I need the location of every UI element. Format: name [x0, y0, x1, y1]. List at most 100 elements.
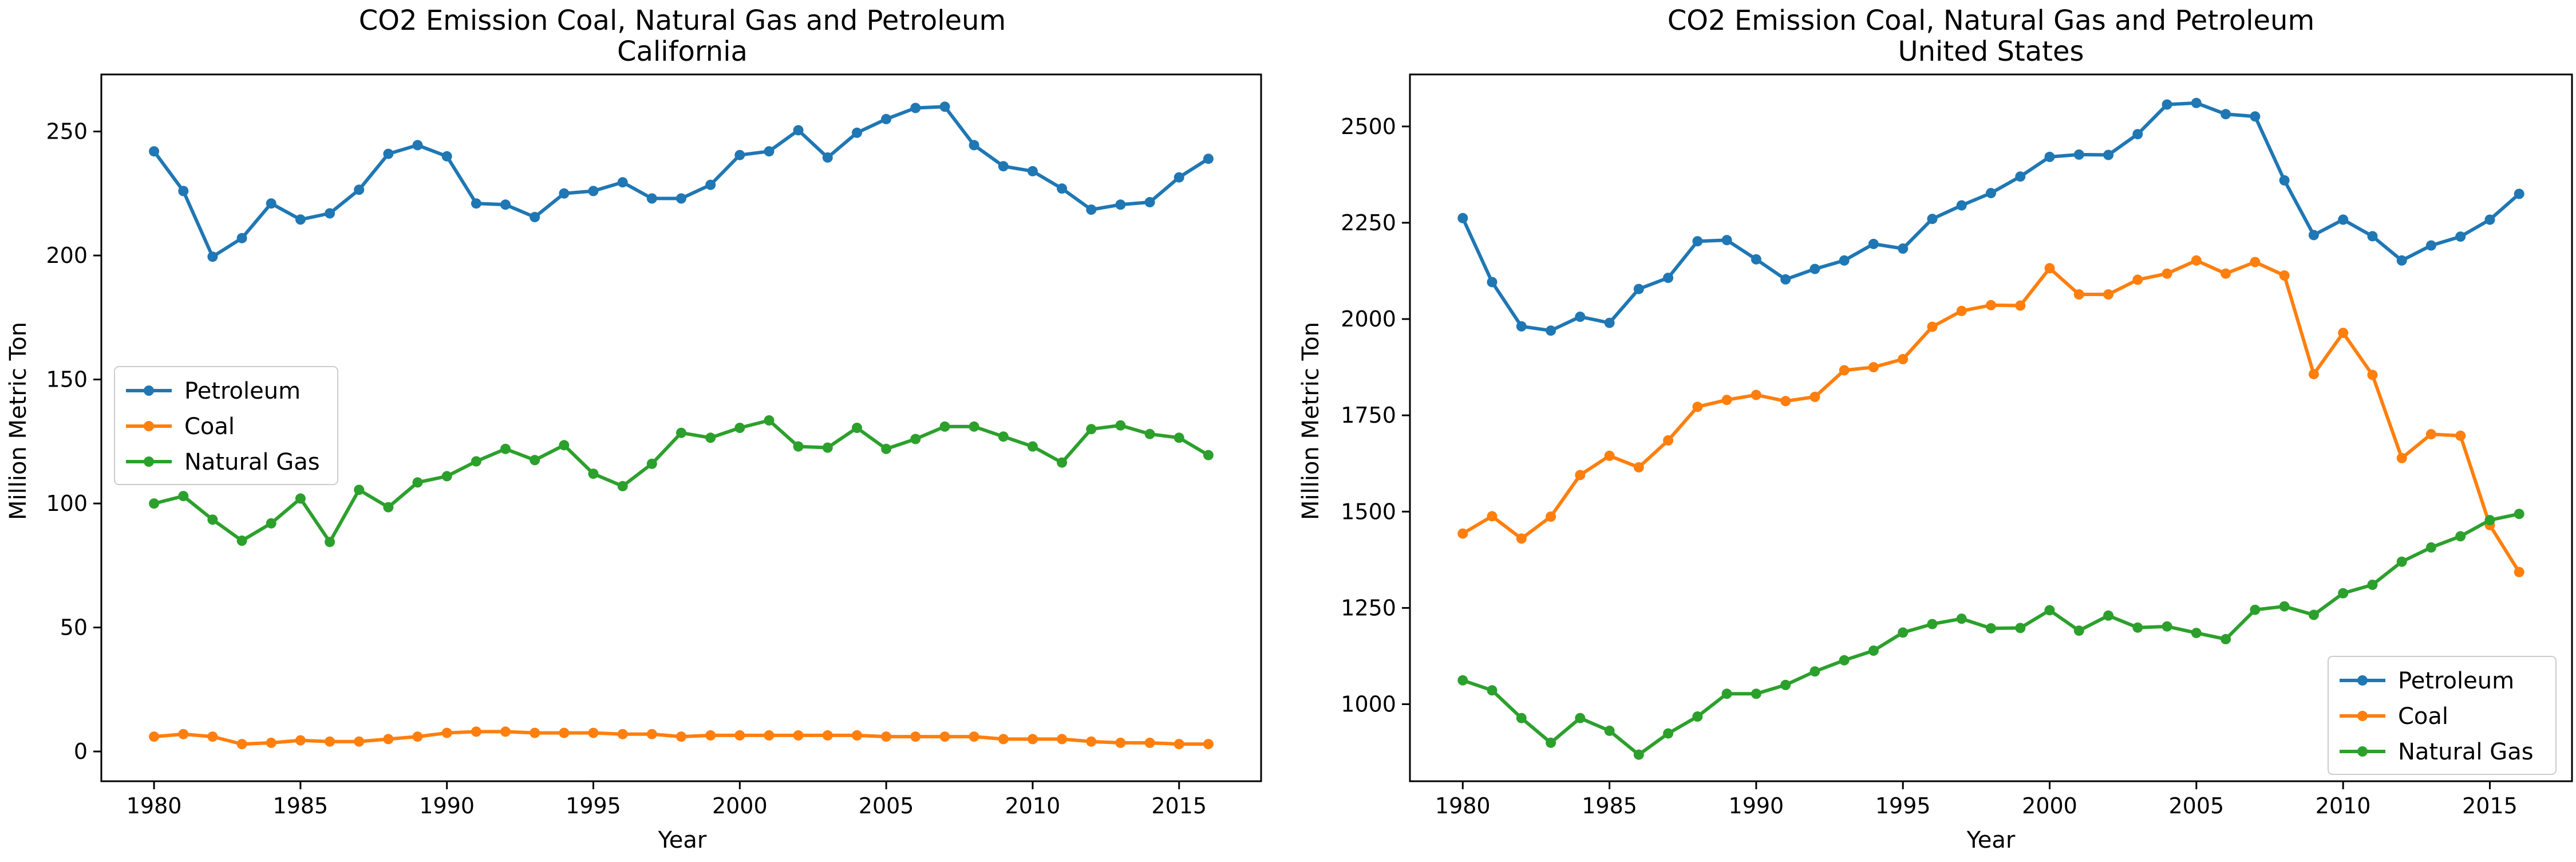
data-point — [2514, 566, 2524, 577]
data-point — [1809, 391, 1820, 402]
data-point — [617, 729, 628, 739]
legend-label: Coal — [2398, 703, 2448, 730]
data-point — [2425, 429, 2436, 440]
x-tick-label: 2000 — [712, 793, 768, 818]
data-point — [1633, 749, 1644, 760]
y-tick-label: 250 — [46, 119, 88, 144]
data-point — [617, 481, 628, 491]
data-point — [2191, 628, 2202, 639]
data-point — [793, 730, 804, 741]
data-point — [2073, 289, 2084, 300]
axes-frame — [1409, 73, 2573, 782]
data-point — [646, 729, 657, 739]
data-point — [1956, 613, 1967, 624]
data-point — [2425, 240, 2436, 251]
data-point — [998, 161, 1009, 172]
data-point — [2015, 171, 2026, 182]
data-point — [266, 518, 276, 529]
data-point — [325, 208, 335, 219]
data-point — [149, 146, 160, 157]
data-point — [1174, 432, 1184, 443]
data-point — [705, 432, 716, 443]
x-tick-label: 2015 — [1151, 793, 1207, 818]
y-tick-label: 150 — [46, 367, 88, 392]
data-point — [1986, 300, 1996, 310]
y-tick-label: 0 — [74, 739, 88, 764]
data-point — [2250, 257, 2261, 267]
data-point — [2367, 580, 2378, 590]
data-point — [764, 730, 775, 741]
chart-california: CO2 Emission Coal, Natural Gas and Petro… — [5, 5, 1262, 853]
x-tick-label: 2010 — [1005, 793, 1061, 818]
data-point — [2132, 622, 2143, 633]
data-point — [1956, 200, 1967, 211]
x-tick-label: 1980 — [1435, 793, 1491, 818]
chart-subtitle: California — [617, 36, 748, 68]
data-point — [354, 736, 365, 747]
x-tick-label: 2005 — [2168, 793, 2224, 818]
data-point — [412, 140, 423, 151]
data-point — [1144, 737, 1155, 748]
data-point — [2162, 99, 2172, 110]
data-point — [764, 415, 775, 426]
legend-swatch-marker — [2357, 711, 2368, 721]
data-point — [822, 442, 833, 453]
data-point — [822, 152, 833, 163]
data-point — [1115, 737, 1126, 748]
data-point — [1604, 725, 1615, 736]
data-point — [1692, 711, 1703, 722]
x-tick-label: 1990 — [1729, 793, 1784, 818]
legend-label: Natural Gas — [2398, 739, 2534, 765]
legend-swatch-marker — [144, 456, 154, 467]
data-point — [1174, 172, 1184, 183]
data-point — [1086, 736, 1097, 747]
data-point — [1633, 462, 1644, 473]
data-point — [500, 199, 511, 210]
legend-label: Petroleum — [184, 378, 301, 404]
data-point — [2103, 149, 2114, 160]
data-point — [1575, 713, 1586, 723]
data-point — [559, 727, 570, 738]
data-point — [1663, 273, 1674, 284]
legend: Petroleum Coal Natural Gas — [2328, 656, 2557, 775]
chart-title: CO2 Emission Coal, Natural Gas and Petro… — [1668, 5, 2314, 37]
data-point — [1546, 325, 1556, 336]
legend-item-coal: Coal — [126, 414, 235, 440]
data-point — [1457, 212, 1468, 223]
data-point — [500, 726, 511, 737]
y-tick-label: 2250 — [1341, 210, 1396, 235]
data-point — [588, 727, 599, 738]
data-point — [1487, 685, 1498, 696]
data-point — [236, 233, 247, 243]
y-tick-label: 1250 — [1341, 595, 1396, 620]
data-point — [1027, 166, 1038, 176]
data-point — [852, 127, 862, 138]
data-point — [1144, 197, 1155, 207]
data-point — [646, 193, 657, 204]
data-point — [2308, 369, 2319, 380]
data-point — [207, 514, 218, 525]
data-point — [2279, 175, 2290, 186]
legend: Petroleum Coal Natural Gas — [114, 366, 338, 485]
legend-swatch-marker — [2357, 675, 2368, 686]
data-point — [2396, 452, 2407, 463]
data-point — [1027, 441, 1038, 452]
plot-area — [1457, 97, 2524, 760]
y-tick-label: 100 — [46, 491, 88, 516]
data-point — [383, 502, 394, 513]
data-point — [471, 198, 481, 209]
data-point — [530, 212, 540, 222]
data-point — [881, 443, 892, 454]
data-point — [2338, 328, 2349, 338]
data-point — [1898, 627, 1909, 638]
data-point — [1203, 450, 1214, 460]
data-point — [1751, 389, 1761, 400]
data-point — [1868, 645, 1879, 656]
data-point — [2367, 369, 2378, 380]
data-point — [178, 729, 189, 739]
y-tick-label: 1750 — [1341, 403, 1396, 428]
data-point — [1546, 737, 1556, 748]
y-tick-label: 1000 — [1341, 692, 1396, 717]
data-point — [2514, 188, 2524, 199]
